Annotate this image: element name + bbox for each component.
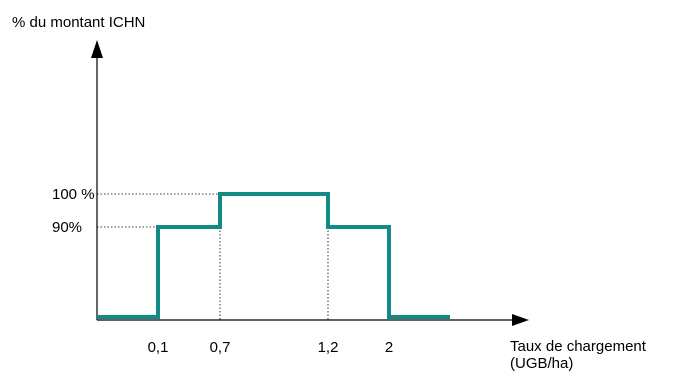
y-tick-labels: 90% 100 % [52,186,95,236]
series-layer [97,192,450,319]
guide-lines [97,193,329,320]
x-tick-label: 2 [385,339,393,356]
y-tick-label: 100 % [52,186,95,203]
x-tick-label: 1,2 [318,339,339,356]
y-axis-arrow [91,40,103,58]
x-tick-labels: 0,1 0,7 1,2 2 [148,339,394,356]
x-tick-label: 0,1 [148,339,169,356]
x-axis-title-line-1: Taux de chargement [510,338,647,355]
y-tick-label: 90% [52,219,82,236]
x-axis-title-line-2: (UGB/ha) [510,355,573,372]
x-axis-arrow [512,314,529,326]
y-axis-title: % du montant ICHN [12,14,145,31]
x-tick-label: 0,7 [210,339,231,356]
series-line-0 [97,192,450,319]
